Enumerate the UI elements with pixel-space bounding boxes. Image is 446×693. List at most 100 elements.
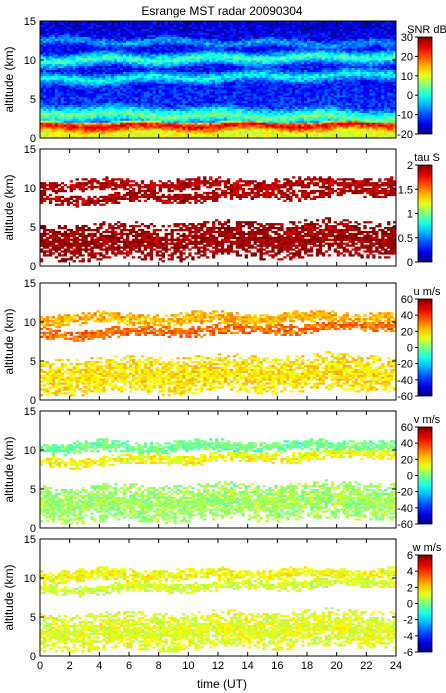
heatmap-cells	[40, 566, 397, 653]
y-axis-label: altitude (km)	[2, 46, 16, 112]
x-tick-label: 8	[156, 660, 162, 672]
y-tick-label: 10	[24, 573, 36, 585]
plot-area	[40, 539, 397, 656]
plot-area	[40, 283, 397, 400]
x-tick-label: 14	[242, 660, 254, 672]
y-axis-label: altitude (km)	[2, 174, 16, 240]
plot-area	[40, 149, 397, 266]
colorbar: v m/s60 40 20 0 -20 -40 -60	[397, 414, 441, 531]
colorbar-tick-label: 40	[401, 310, 413, 322]
y-tick-label: 15	[24, 16, 36, 28]
colorbar-tick-label: 40	[401, 438, 413, 450]
y-tick-label: 0	[30, 261, 36, 273]
heatmap-cells	[40, 176, 397, 263]
y-tick-label: 15	[24, 144, 36, 156]
colorbar-label: tau S	[414, 152, 440, 164]
colorbar-tick-label: -60	[397, 519, 413, 531]
colorbar-tick-label: -4	[403, 631, 413, 643]
colorbar-tick-label: 0	[407, 90, 413, 102]
colorbar-label: w m/s	[412, 542, 442, 554]
y-axis-label: altitude (km)	[2, 308, 16, 374]
colorbar-scale	[417, 554, 433, 653]
y-tick-label: 5	[30, 484, 36, 496]
y-tick-label: 10	[24, 445, 36, 457]
colorbar-scale	[417, 426, 433, 525]
colorbar-tick-label: 0.5	[398, 233, 413, 245]
colorbar-tick-label: 0	[407, 343, 413, 355]
y-tick-label: 10	[24, 317, 36, 329]
colorbar-tick-label: -10	[397, 110, 413, 122]
colorbar-tick-label: 0	[407, 599, 413, 611]
y-tick-label: 15	[24, 406, 36, 418]
colorbar-tick-label: -2	[403, 615, 413, 627]
colorbar-scale	[417, 164, 433, 263]
x-tick-label: 2	[67, 660, 73, 672]
colorbar-tick-label: 6	[407, 550, 413, 562]
x-tick-label: 6	[126, 660, 132, 672]
colorbar-tick-label: 0	[407, 257, 413, 269]
colorbar-tick-label: 30	[401, 32, 413, 44]
y-tick-label: 0	[30, 523, 36, 535]
y-tick-label: 5	[30, 94, 36, 106]
y-tick-label: 15	[24, 534, 36, 546]
colorbar-tick-label: -6	[403, 647, 413, 659]
colorbar-scale	[417, 36, 433, 135]
y-axis-label: altitude (km)	[2, 564, 16, 630]
panel-2: 0 5 10 15 altitude (km) tau S2 1.5 1 0.5 0	[2, 144, 440, 273]
colorbar-label: u m/s	[414, 286, 441, 298]
colorbar-label: SNR dB	[407, 24, 446, 36]
colorbar-tick-label: 2	[407, 582, 413, 594]
x-axis-label: time (UT)	[197, 677, 247, 691]
y-tick-label: 10	[24, 183, 36, 195]
heatmap-cells	[40, 310, 397, 397]
colorbar-tick-label: -40	[397, 375, 413, 387]
colorbar-tick-label: 20	[401, 51, 413, 63]
heatmap-cells	[40, 21, 397, 139]
panel-3: 0 5 10 15 altitude (km) u m/s60 40 20 0 -20 -40 -60	[2, 278, 441, 407]
x-tick-label: 4	[96, 660, 102, 672]
colorbar: tau S2 1.5 1 0.5 0	[398, 152, 440, 269]
plot-area	[40, 411, 397, 528]
panel-4: 0 5 10 15 altitude (km) v m/s60 40 20 0 -20 -40 -60	[2, 406, 441, 535]
colorbar-tick-label: 60	[401, 294, 413, 306]
x-tick-label: 10	[182, 660, 194, 672]
y-tick-label: 0	[30, 651, 36, 663]
colorbar-tick-label: 60	[401, 422, 413, 434]
y-tick-label: 10	[24, 55, 36, 67]
colorbar-tick-label: 20	[401, 454, 413, 466]
y-tick-label: 5	[30, 356, 36, 368]
colorbar: u m/s60 40 20 0 -20 -40 -60	[397, 286, 441, 403]
colorbar-tick-label: 20	[401, 326, 413, 338]
figure-title: Esrange MST radar 20090304	[141, 4, 303, 18]
colorbar-tick-label: -40	[397, 503, 413, 515]
plot-area	[40, 21, 397, 139]
y-tick-label: 5	[30, 222, 36, 234]
y-tick-label: 0	[30, 395, 36, 407]
x-tick-label: 18	[301, 660, 313, 672]
colorbar-tick-label: -20	[397, 359, 413, 371]
colorbar-tick-label: -60	[397, 391, 413, 403]
x-tick-label: 24	[390, 660, 402, 672]
x-tick-label: 20	[331, 660, 343, 672]
x-tick-label: 22	[360, 660, 372, 672]
x-tick-label: 12	[212, 660, 224, 672]
x-tick-label: 16	[271, 660, 283, 672]
x-tick-label: 0	[37, 660, 43, 672]
colorbar-scale	[417, 298, 433, 397]
colorbar-tick-label: -20	[397, 129, 413, 141]
colorbar: w m/s6 4 2 0 -2 -4 -6	[403, 542, 442, 659]
colorbar-label: v m/s	[414, 414, 441, 426]
y-tick-label: 5	[30, 612, 36, 624]
colorbar-tick-label: 4	[407, 566, 413, 578]
colorbar-tick-label: 2	[407, 160, 413, 172]
y-tick-label: 15	[24, 278, 36, 290]
colorbar-tick-label: -20	[397, 487, 413, 499]
y-tick-label: 0	[30, 133, 36, 145]
colorbar-tick-label: 1	[407, 209, 413, 221]
y-axis-label: altitude (km)	[2, 436, 16, 502]
colorbar-tick-label: 0	[407, 471, 413, 483]
